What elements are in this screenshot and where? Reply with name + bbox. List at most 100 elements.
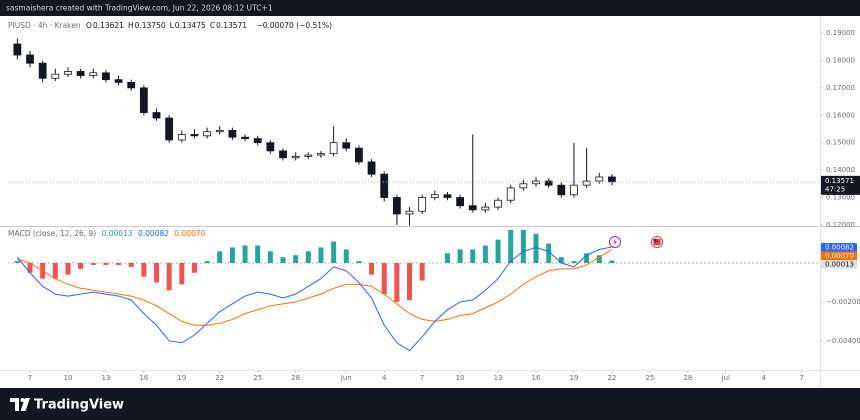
histogram-bar xyxy=(52,263,58,279)
candles xyxy=(13,38,616,226)
x-tick-label: 7 xyxy=(28,374,32,382)
event-icons xyxy=(609,236,663,248)
x-tick-label: Jun xyxy=(340,374,352,382)
histogram-bar xyxy=(444,253,450,264)
candle-body xyxy=(165,117,174,141)
histogram-bar xyxy=(65,263,71,275)
x-tick-label: 19 xyxy=(177,374,186,382)
footer-bar xyxy=(0,388,860,420)
candle-body xyxy=(456,197,465,207)
histogram-bar xyxy=(154,263,160,283)
x-tick-label: 7 xyxy=(799,374,803,382)
countdown: 47:25 xyxy=(825,185,845,193)
histogram-bar xyxy=(242,245,248,264)
histogram-bar xyxy=(356,261,362,264)
y-tick-label: 0.12000 xyxy=(826,221,855,229)
candle-body xyxy=(544,180,553,186)
event-icon-glyph xyxy=(653,239,657,242)
histogram-bar xyxy=(407,263,413,300)
candle-body xyxy=(418,197,427,212)
signal-line xyxy=(17,248,613,326)
x-tick-label: 25 xyxy=(253,374,262,382)
x-tick-label: 16 xyxy=(139,374,148,382)
histogram-bar xyxy=(596,255,602,264)
histogram-bar xyxy=(482,245,488,264)
candle-body xyxy=(26,54,34,64)
brand-name: TradingView xyxy=(34,398,124,413)
histogram-bar xyxy=(267,251,273,264)
candle-body xyxy=(279,150,287,159)
histogram-bar xyxy=(394,263,400,302)
attribution: sasmaishera created with TradingView.com… xyxy=(6,4,273,13)
histogram-bar xyxy=(141,263,147,277)
signal-value: 0.00070 xyxy=(174,229,206,238)
y-tick-label: −0.00200 xyxy=(826,298,860,306)
candle-body xyxy=(595,176,604,182)
histogram-bar xyxy=(508,229,514,264)
macd-badge-label: 0.00082 xyxy=(825,244,854,252)
histogram-bar xyxy=(229,247,235,264)
symbol: PIUSD · 4h · Kraken xyxy=(8,21,81,30)
candle-body xyxy=(51,73,60,79)
histogram-bar xyxy=(331,241,337,264)
histogram-bar xyxy=(204,261,210,264)
candle-body xyxy=(355,147,363,163)
histogram-bar xyxy=(470,249,476,264)
candle-body xyxy=(443,194,452,198)
histogram-bar xyxy=(533,233,539,264)
macd-badge xyxy=(821,243,857,252)
y-tick-label: 0.19000 xyxy=(826,29,855,37)
histogram-bar xyxy=(280,257,286,264)
candle-body xyxy=(392,197,401,215)
histogram-bar xyxy=(546,243,552,264)
logo-part xyxy=(20,398,30,411)
histogram-bar xyxy=(318,247,324,264)
candle-body xyxy=(241,136,249,139)
histogram-badge xyxy=(821,260,857,269)
x-tick-label: 10 xyxy=(456,374,465,382)
histogram-bar xyxy=(584,253,590,264)
x-tick-label: 25 xyxy=(645,374,654,382)
candle-body xyxy=(468,205,477,211)
histogram-bar xyxy=(191,263,197,273)
histogram-badge-label: 0.00013 xyxy=(825,261,854,269)
ohlc-key: C xyxy=(209,21,216,30)
candle-body xyxy=(342,142,351,149)
x-tick-label: 22 xyxy=(215,374,224,382)
histogram-bar xyxy=(27,263,33,273)
candle-body xyxy=(519,183,528,189)
candle-body xyxy=(76,71,85,76)
ohlc-key: L xyxy=(169,21,174,30)
candle-body xyxy=(481,206,490,211)
histogram-bar xyxy=(217,251,223,264)
top-bar xyxy=(0,0,860,16)
event-icon-glyph xyxy=(653,239,661,245)
candle-body xyxy=(190,134,199,137)
indicator-title: MACD (close, 12, 26, 9) xyxy=(8,229,97,238)
macd-value: 0.00082 xyxy=(138,229,170,238)
histogram-bar xyxy=(558,257,564,264)
candle-body xyxy=(430,194,439,198)
histogram-bar xyxy=(495,239,501,264)
x-tick-label: 4 xyxy=(761,374,766,382)
histogram-bar xyxy=(116,263,122,265)
x-tick-label: 10 xyxy=(63,374,72,382)
x-tick-label: 22 xyxy=(607,374,616,382)
histogram-bar xyxy=(255,245,261,264)
histogram-bar xyxy=(305,251,311,264)
x-tick-label: 16 xyxy=(532,374,541,382)
candle-body xyxy=(532,180,540,185)
candle-body xyxy=(89,72,98,76)
histogram-bar xyxy=(78,263,84,269)
histogram-bar xyxy=(103,263,109,265)
y-tick-label: 0.17000 xyxy=(826,84,855,92)
signal-badge-label: 0.00070 xyxy=(825,252,854,260)
histogram-bar xyxy=(369,263,375,275)
candle-body xyxy=(228,129,237,138)
y-tick-label: 0.13000 xyxy=(826,193,855,201)
candle-body xyxy=(253,138,262,144)
histogram-bar xyxy=(520,229,526,264)
candle-body xyxy=(506,187,515,201)
candle-body xyxy=(64,71,72,75)
event-icon-glyph xyxy=(613,238,617,246)
